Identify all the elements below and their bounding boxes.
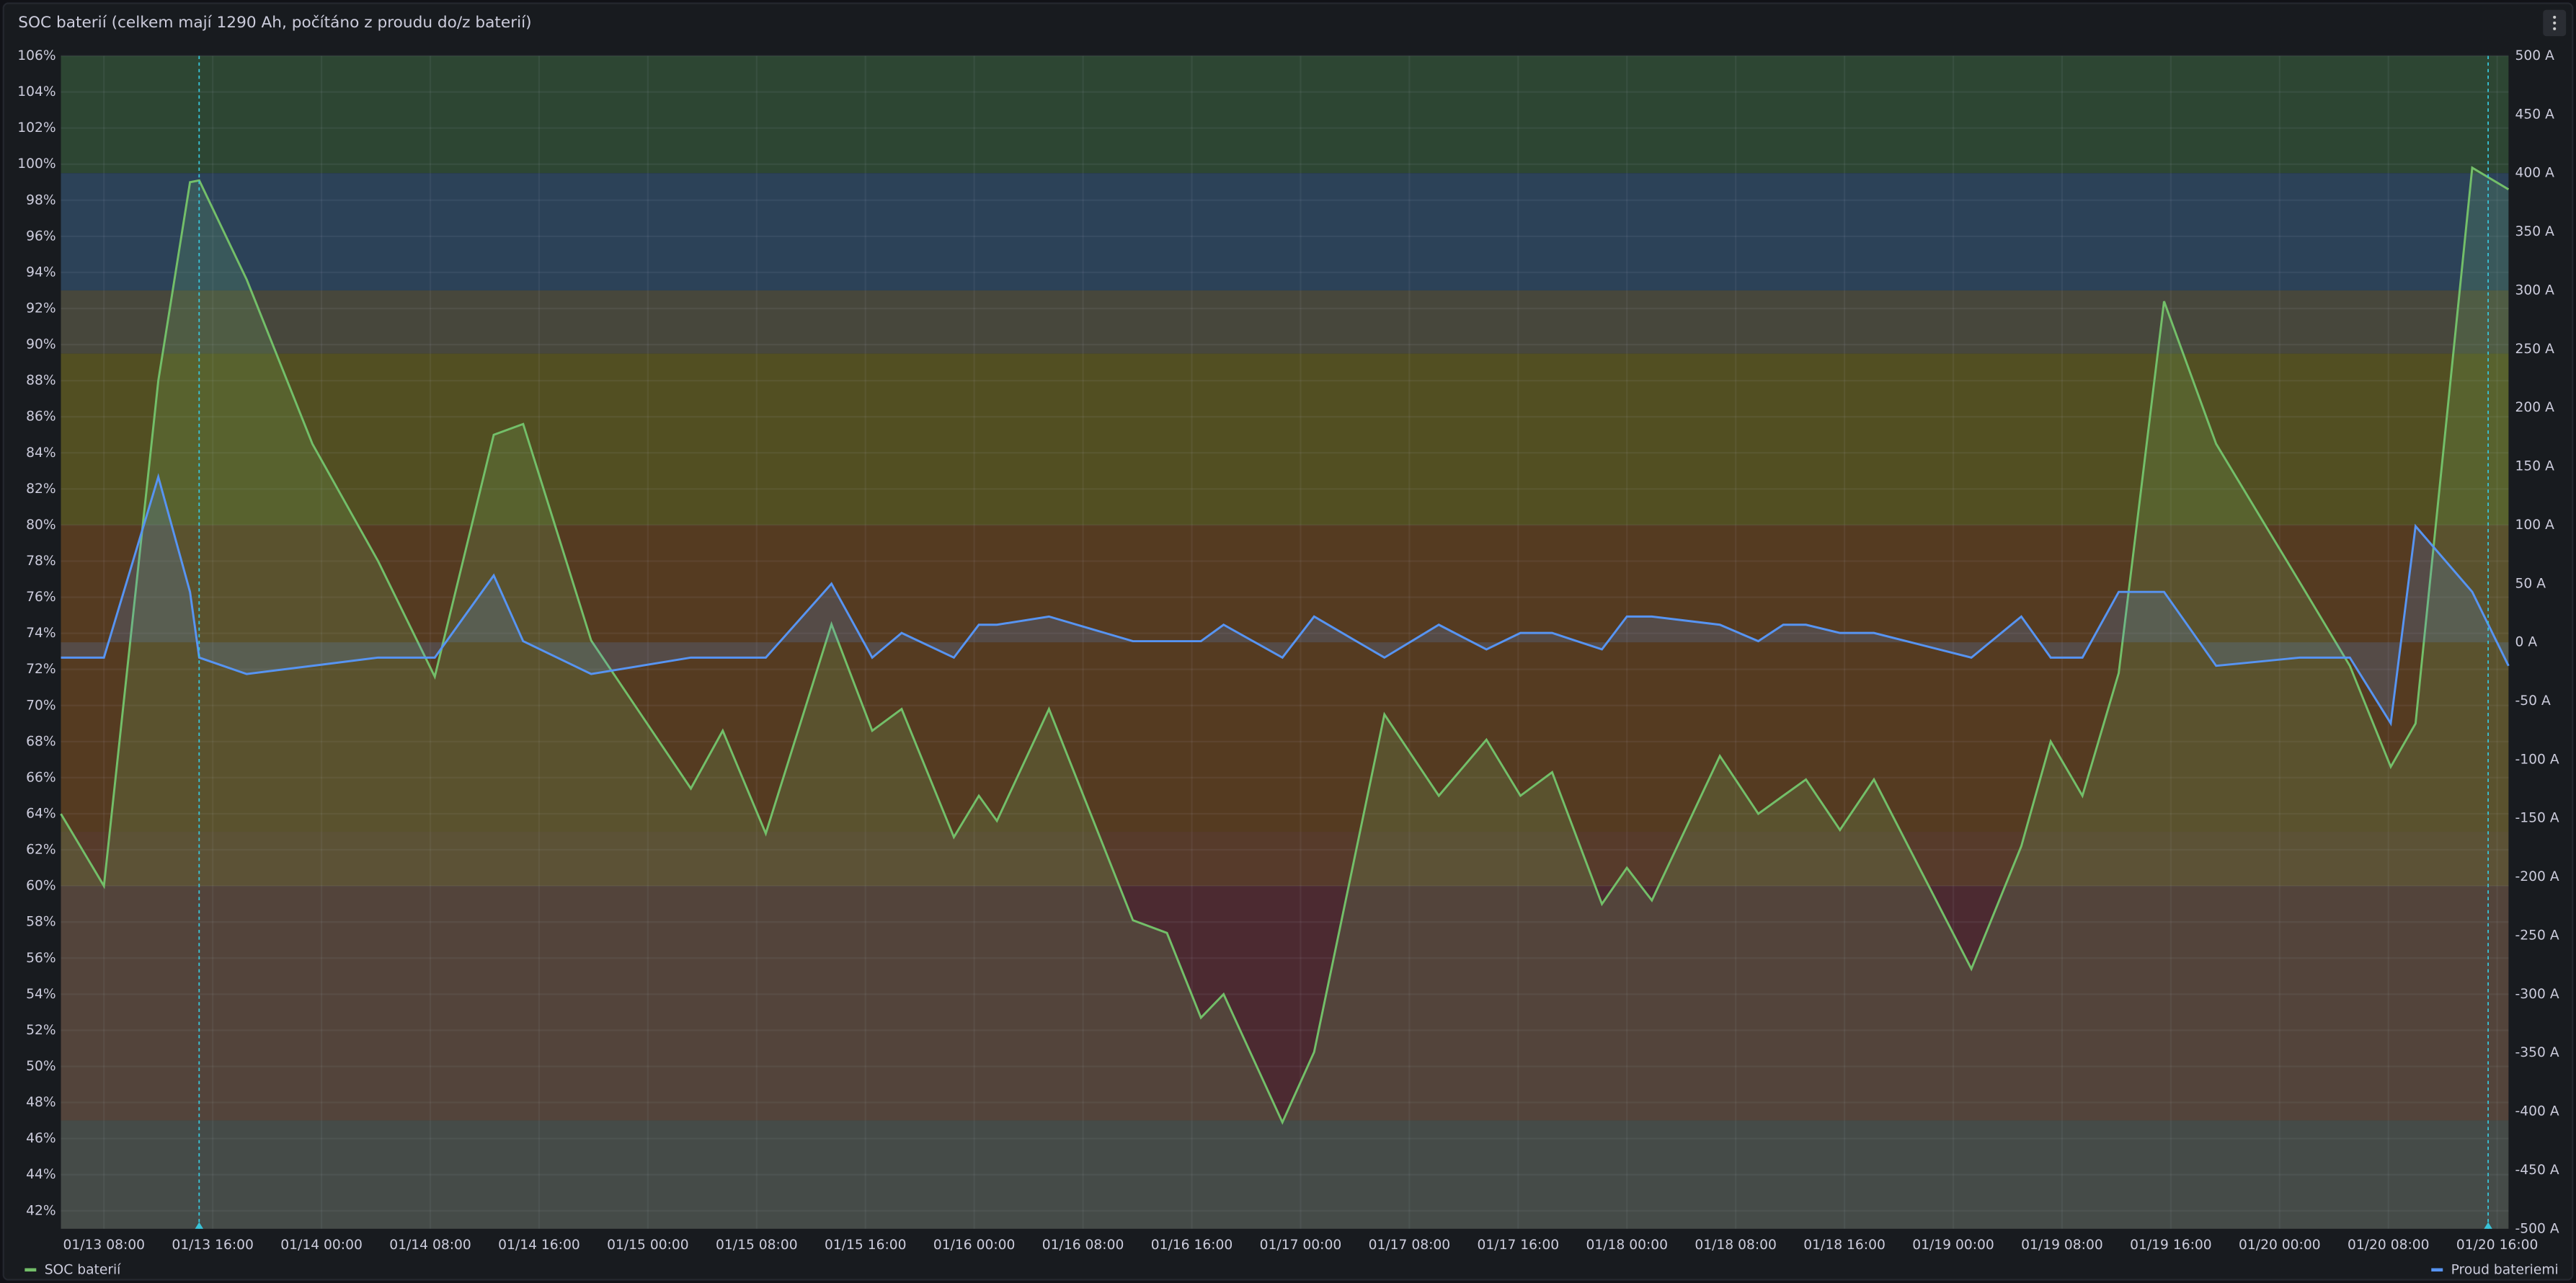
x-tick-label: 01/14 08:00	[389, 1238, 471, 1253]
y-tick-label: 56%	[26, 951, 56, 966]
legend-label: Proud bateriemi	[2451, 1262, 2559, 1277]
y-tick-label: 66%	[26, 770, 56, 785]
y-tick-label: 68%	[26, 734, 56, 749]
y-tick-label: 72%	[26, 662, 56, 677]
y-tick-label: 98%	[26, 192, 56, 208]
x-tick-label: 01/19 16:00	[2130, 1238, 2212, 1253]
x-tick-label: 01/18 16:00	[1803, 1238, 1886, 1253]
y-tick-label: 106%	[17, 48, 55, 63]
y-tick-label: 86%	[26, 409, 56, 425]
y2-tick-label: 250 A	[2515, 342, 2555, 357]
y-tick-label: 44%	[26, 1167, 56, 1182]
threshold-band	[61, 56, 2509, 174]
y2-tick-label: -200 A	[2515, 869, 2559, 884]
y2-tick-label: 350 A	[2515, 224, 2555, 239]
y2-tick-label: -250 A	[2515, 928, 2559, 943]
y-tick-label: 50%	[26, 1059, 56, 1074]
y2-tick-label: 50 A	[2515, 576, 2546, 591]
x-tick-label: 01/18 08:00	[1695, 1238, 1777, 1253]
y-tick-label: 74%	[26, 626, 56, 641]
x-tick-label: 01/19 08:00	[2021, 1238, 2103, 1253]
x-tick-label: 01/17 00:00	[1260, 1238, 1342, 1253]
x-tick-label: 01/14 00:00	[280, 1238, 363, 1253]
legend-swatch	[2431, 1268, 2443, 1272]
y-tick-label: 92%	[26, 301, 56, 316]
legend-label: SOC baterií	[45, 1262, 121, 1277]
threshold-band	[61, 832, 2509, 887]
threshold-band	[61, 886, 2509, 1121]
series-line	[60, 166, 2510, 1125]
y2-tick-label: 400 A	[2515, 166, 2555, 181]
y2-tick-label: -500 A	[2515, 1221, 2559, 1236]
threshold-band	[61, 173, 2509, 290]
y-tick-label: 70%	[26, 698, 56, 713]
x-tick-label: 01/18 00:00	[1586, 1238, 1668, 1253]
x-tick-label: 01/15 16:00	[825, 1238, 907, 1253]
threshold-band	[61, 353, 2509, 525]
y2-tick-label: 100 A	[2515, 518, 2555, 533]
y2-tick-label: 300 A	[2515, 283, 2555, 298]
y2-tick-label: -100 A	[2515, 752, 2559, 767]
y2-tick-label: -450 A	[2515, 1163, 2559, 1178]
legend-swatch	[25, 1268, 37, 1272]
y-tick-label: 90%	[26, 337, 56, 352]
y-tick-label: 58%	[26, 915, 56, 930]
y-tick-label: 94%	[26, 265, 56, 280]
y-tick-label: 76%	[26, 590, 56, 605]
plot: 42% 44% 46% 48% 50% 52% 54% 56% 58% 60% 62% 64% 66% 6…	[17, 48, 2559, 1253]
y-tick-label: 78%	[26, 554, 56, 569]
y-tick-label: 52%	[26, 1023, 56, 1038]
y2-tick-label: -150 A	[2515, 811, 2559, 826]
y-tick-label: 102%	[17, 120, 55, 136]
y-tick-label: 42%	[26, 1203, 56, 1218]
x-tick-label: 01/15 00:00	[607, 1238, 689, 1253]
y-tick-label: 82%	[26, 481, 56, 497]
y-tick-label: 104%	[17, 84, 55, 99]
x-tick-label: 01/19 00:00	[1912, 1238, 1994, 1253]
threshold-band	[61, 290, 2509, 354]
x-tick-label: 01/17 16:00	[1478, 1238, 1560, 1253]
y2-tick-label: -350 A	[2515, 1045, 2559, 1060]
y-tick-label: 64%	[26, 806, 56, 821]
x-tick-label: 01/16 16:00	[1151, 1238, 1233, 1253]
y-tick-label: 96%	[26, 228, 56, 244]
x-tick-label: 01/20 08:00	[2348, 1238, 2430, 1253]
annotation-marker-head	[195, 1222, 203, 1229]
y-tick-label: 60%	[26, 879, 56, 894]
y2-tick-label: -50 A	[2515, 693, 2551, 709]
y2-tick-label: 450 A	[2515, 107, 2555, 122]
x-tick-label: 01/16 00:00	[933, 1238, 1016, 1253]
y-tick-label: 54%	[26, 987, 56, 1002]
y2-tick-label: -400 A	[2515, 1104, 2559, 1119]
y2-tick-label: 0 A	[2515, 635, 2538, 650]
y-tick-label: 100%	[17, 156, 55, 172]
y-tick-label: 46%	[26, 1131, 56, 1146]
y-tick-label: 84%	[26, 445, 56, 461]
threshold-band	[61, 1120, 2509, 1229]
series-area	[61, 167, 2509, 1229]
x-tick-label: 01/20 16:00	[2456, 1238, 2539, 1253]
chart-title: SOC baterií (celkem mají 1290 Ah, počítá…	[18, 14, 531, 32]
y-tick-label: 48%	[26, 1095, 56, 1110]
x-tick-label: 01/20 00:00	[2239, 1238, 2321, 1253]
y-tick-label: 80%	[26, 518, 56, 533]
series-line	[61, 473, 2510, 727]
annotation-marker-head	[2484, 1222, 2492, 1229]
threshold-band	[61, 525, 2509, 833]
y-tick-label: 88%	[26, 373, 56, 389]
x-tick-label: 01/16 08:00	[1042, 1238, 1124, 1253]
menu-button[interactable]	[2543, 9, 2567, 37]
x-tick-label: 01/13 08:00	[63, 1238, 145, 1253]
y-tick-label: 62%	[26, 843, 56, 858]
x-tick-label: 01/14 16:00	[498, 1238, 580, 1253]
y2-tick-label: -300 A	[2515, 987, 2559, 1002]
y2-tick-label: 500 A	[2515, 48, 2555, 63]
x-tick-label: 01/17 08:00	[1369, 1238, 1451, 1253]
x-tick-label: 01/13 16:00	[172, 1238, 254, 1253]
y2-tick-label: 150 A	[2515, 459, 2555, 474]
y2-tick-label: 200 A	[2515, 400, 2555, 415]
x-tick-label: 01/15 08:00	[716, 1238, 798, 1253]
